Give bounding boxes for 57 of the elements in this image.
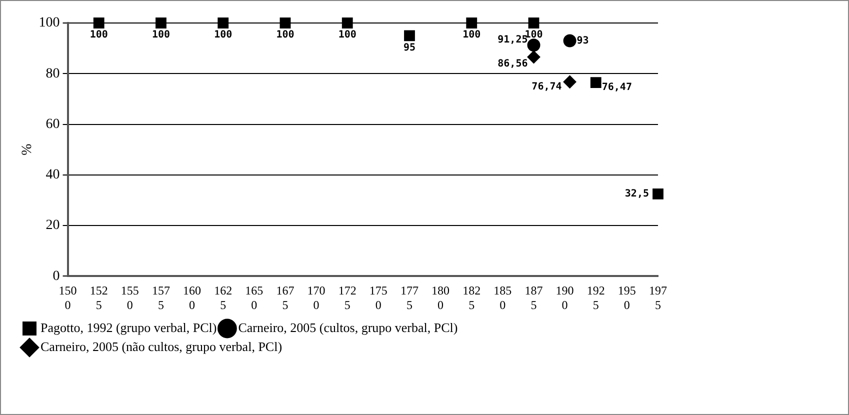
x-tick-label: 155 0: [120, 284, 139, 312]
point: [590, 77, 602, 88]
y-tick-label: 80: [46, 66, 60, 82]
point: [404, 30, 415, 42]
data-label: 93: [576, 35, 589, 46]
y-tick-label: 40: [46, 168, 60, 183]
y-tick-label: 20: [46, 218, 60, 234]
x-tick-label: 160 0: [183, 284, 202, 312]
data-label: 100: [90, 30, 108, 41]
y-tick-label: 100: [38, 16, 60, 31]
data-label: 100: [462, 30, 481, 41]
point: [527, 50, 540, 64]
point: [527, 38, 540, 52]
point: [156, 18, 166, 28]
x-tick-label: 177 5: [400, 284, 418, 312]
x-tick-label: 165 0: [245, 284, 264, 312]
point: [652, 188, 664, 200]
x-tick-label: 150 0: [58, 284, 77, 312]
x-tick-label: 172 5: [338, 284, 356, 312]
point: [528, 18, 540, 28]
legend-label: Pagotto, 1992 (grupo verbal, PCl): [40, 320, 217, 335]
data-label: 91,25: [498, 34, 528, 46]
data-label: 100: [338, 30, 356, 41]
x-tick-label: 197 5: [649, 284, 667, 312]
point: [280, 18, 291, 28]
data-label: 86,56: [498, 58, 528, 70]
data-label: 95: [403, 42, 416, 54]
x-tick-label: 152 5: [90, 284, 108, 312]
x-tick-label: 167 5: [276, 284, 294, 312]
point: [563, 34, 576, 48]
point: [218, 18, 229, 28]
point: [93, 18, 104, 28]
x-tick-label: 170 0: [307, 284, 326, 312]
x-tick-label: 190 0: [556, 284, 574, 312]
point: [342, 18, 353, 28]
x-tick-label: 180 0: [432, 284, 450, 312]
y-axis-title: %: [20, 143, 36, 156]
data-label: 100: [276, 30, 294, 41]
point: [563, 75, 576, 88]
legend-label: Carneiro, 2005 (cultos, grupo verbal, PCl): [238, 320, 458, 335]
data-label: 76,74: [532, 81, 562, 92]
data-label: 100: [152, 30, 170, 41]
data-label: 32,5: [624, 188, 649, 200]
y-tick-label: 0: [52, 268, 60, 284]
x-tick-label: 187 5: [524, 284, 543, 312]
x-tick-label: 175 0: [369, 284, 388, 312]
y-tick-label: 60: [46, 116, 60, 132]
x-tick-label: 192 5: [586, 284, 605, 312]
x-tick-label: 185 0: [494, 284, 512, 312]
data-label: 100: [214, 30, 232, 41]
x-tick-label: 195 0: [618, 284, 636, 312]
legend-label: Carneiro, 2005 (não cultos, grupo verbal, PCl): [40, 338, 282, 354]
x-tick-label: 157 5: [152, 284, 170, 312]
x-tick-label: 162 5: [214, 284, 232, 312]
data-label: 76,47: [602, 82, 632, 94]
x-tick-label: 182 5: [462, 284, 481, 312]
point: [466, 18, 478, 28]
